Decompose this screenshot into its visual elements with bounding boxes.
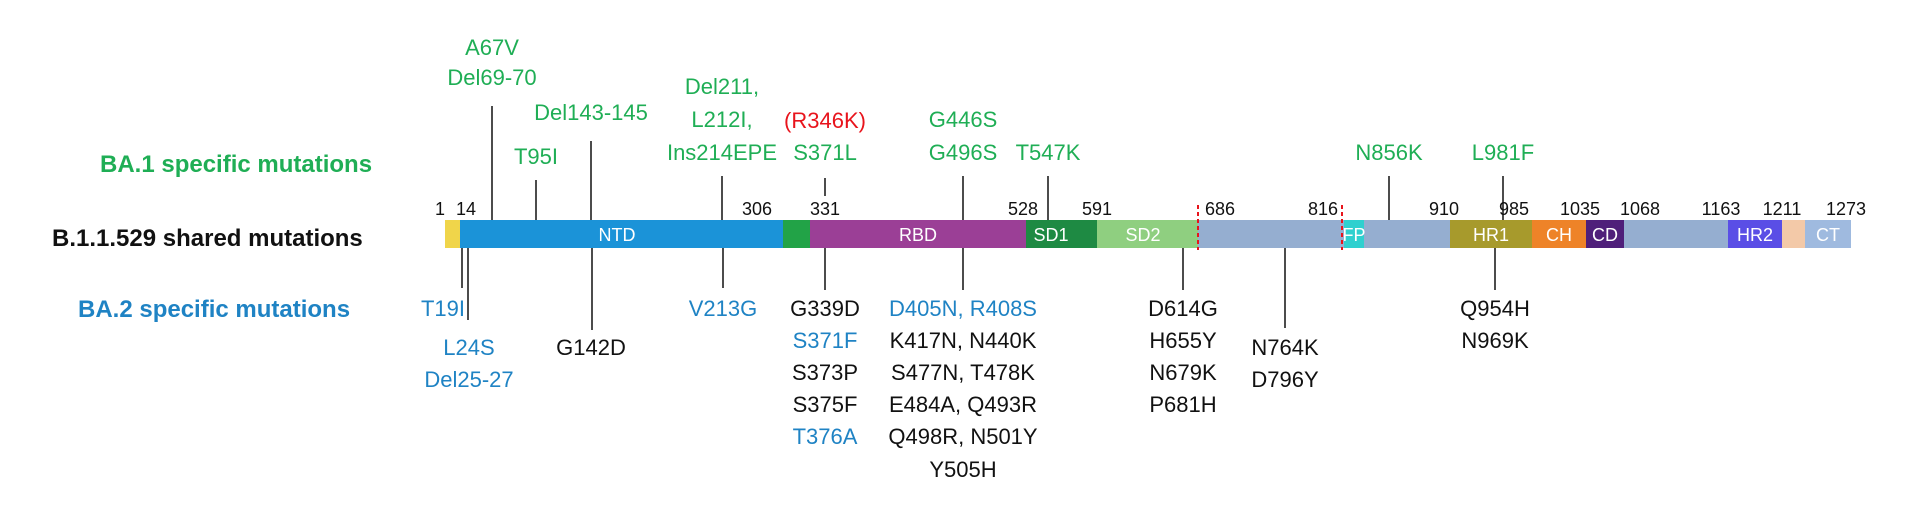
mutation-label: T19I: [421, 296, 465, 321]
mutation-label: Ins214EPE: [667, 140, 777, 165]
domain-label-fp: FP: [1342, 225, 1365, 245]
mutation-label: L981F: [1472, 140, 1534, 165]
domain-label-ch: CH: [1546, 225, 1572, 245]
ba1-leader-lines: [491, 106, 1504, 220]
mutation-label: E484A, Q493R: [889, 392, 1037, 417]
mutation-label: G496S: [929, 140, 998, 165]
mutation-label: S375F: [793, 392, 858, 417]
segment-s2-c: [1624, 220, 1728, 248]
position-number: 14: [456, 199, 476, 219]
mutation-label: Del211,: [685, 74, 759, 99]
position-number: 1068: [1620, 199, 1660, 219]
segment-sd2: [1097, 220, 1198, 248]
segment-ch: [1532, 220, 1586, 248]
segment-signal-peptide: [445, 220, 460, 248]
position-numbers: 1 14 306 331 528 591 686 816 910 985 103…: [435, 199, 1866, 219]
position-number: 1: [435, 199, 445, 219]
mutation-label: N969K: [1461, 328, 1529, 353]
segment-hr1: [1450, 220, 1532, 248]
mutation-label: S371F: [793, 328, 858, 353]
ba1-mutation-labels: A67V Del69-70 T95I Del143-145 Del211, L2…: [447, 35, 1534, 169]
domain-label-ntd: NTD: [599, 225, 636, 245]
position-number: 985: [1499, 199, 1529, 219]
position-number: 686: [1205, 199, 1235, 219]
domain-label-sd2: SD2: [1125, 225, 1160, 245]
domain-label-rbd: RBD: [899, 225, 937, 245]
mutation-label: S373P: [792, 360, 858, 385]
mutation-label: G339D: [790, 296, 860, 321]
mutation-label: H655Y: [1149, 328, 1217, 353]
mutation-label: Q954H: [1460, 296, 1530, 321]
mutation-label: G142D: [556, 335, 626, 360]
position-number: 1035: [1560, 199, 1600, 219]
domain-labels: NTD RBD SD1 SD2 FP HR1 CH CD HR2 CT: [599, 225, 1841, 245]
mutation-label: Del25-27: [424, 367, 513, 392]
segment-ntd: [460, 220, 783, 248]
mutation-label: Q498R, N501Y: [888, 424, 1038, 449]
segment-rbd: [810, 220, 1026, 248]
mutation-label: N764K: [1251, 335, 1319, 360]
mutation-label: A67V: [465, 35, 519, 60]
segment-s2-a: [1198, 220, 1344, 248]
mutation-label: Del69-70: [447, 65, 536, 90]
shared-row-title: B.1.1.529 shared mutations: [52, 225, 363, 252]
domain-label-cd: CD: [1592, 225, 1618, 245]
mutation-label: Del143-145: [534, 100, 648, 125]
domain-label-hr2: HR2: [1737, 225, 1773, 245]
mutation-label: T376A: [793, 424, 858, 449]
mutation-label: P681H: [1149, 392, 1216, 417]
position-number: 910: [1429, 199, 1459, 219]
segment-sd1: [1026, 220, 1097, 248]
mutation-label: D405N, R408S: [889, 296, 1037, 321]
segment-ct: [1805, 220, 1851, 248]
position-number: 1163: [1702, 199, 1741, 219]
position-number: 591: [1082, 199, 1112, 219]
mutation-label: T95I: [514, 144, 558, 169]
mutation-label: V213G: [689, 296, 758, 321]
ba1-row-title: BA.1 specific mutations: [100, 151, 372, 178]
mutation-label: Y505H: [929, 457, 996, 482]
domain-label-sd1: SD1: [1033, 225, 1068, 245]
position-number: 1211: [1763, 199, 1802, 219]
position-number: 331: [810, 199, 840, 219]
mutation-label: N679K: [1149, 360, 1217, 385]
mutation-label: N856K: [1355, 140, 1423, 165]
position-number: 306: [742, 199, 772, 219]
lower-mutation-labels: T19I L24S Del25-27 G142D V213G G339D S37…: [421, 296, 1530, 482]
position-number: 528: [1008, 199, 1038, 219]
lower-leader-lines: [461, 248, 1496, 330]
domain-label-ct: CT: [1816, 225, 1840, 245]
segment-cd: [1586, 220, 1624, 248]
segment-tm: [1782, 220, 1805, 248]
position-number: 1273: [1826, 199, 1866, 219]
mutation-label: (R346K): [784, 108, 866, 133]
mutation-label: L212I,: [691, 107, 752, 132]
domain-label-hr1: HR1: [1473, 225, 1509, 245]
domain-bar: [445, 205, 1851, 250]
mutation-label: L24S: [443, 335, 494, 360]
mutation-label: S371L: [793, 140, 857, 165]
mutation-label: T547K: [1016, 140, 1081, 165]
segment-fp: [1344, 220, 1364, 248]
mutation-label: G446S: [929, 107, 998, 132]
mutation-label: S477N, T478K: [891, 360, 1035, 385]
mutation-label: K417N, N440K: [890, 328, 1037, 353]
ba2-row-title: BA.2 specific mutations: [78, 296, 350, 323]
mutation-label: D614G: [1148, 296, 1218, 321]
segment-hr2: [1728, 220, 1782, 248]
position-number: 816: [1308, 199, 1338, 219]
segment-s2-b: [1364, 220, 1450, 248]
mutation-label: D796Y: [1251, 367, 1319, 392]
segment-ntd-rbd-linker: [783, 220, 810, 248]
